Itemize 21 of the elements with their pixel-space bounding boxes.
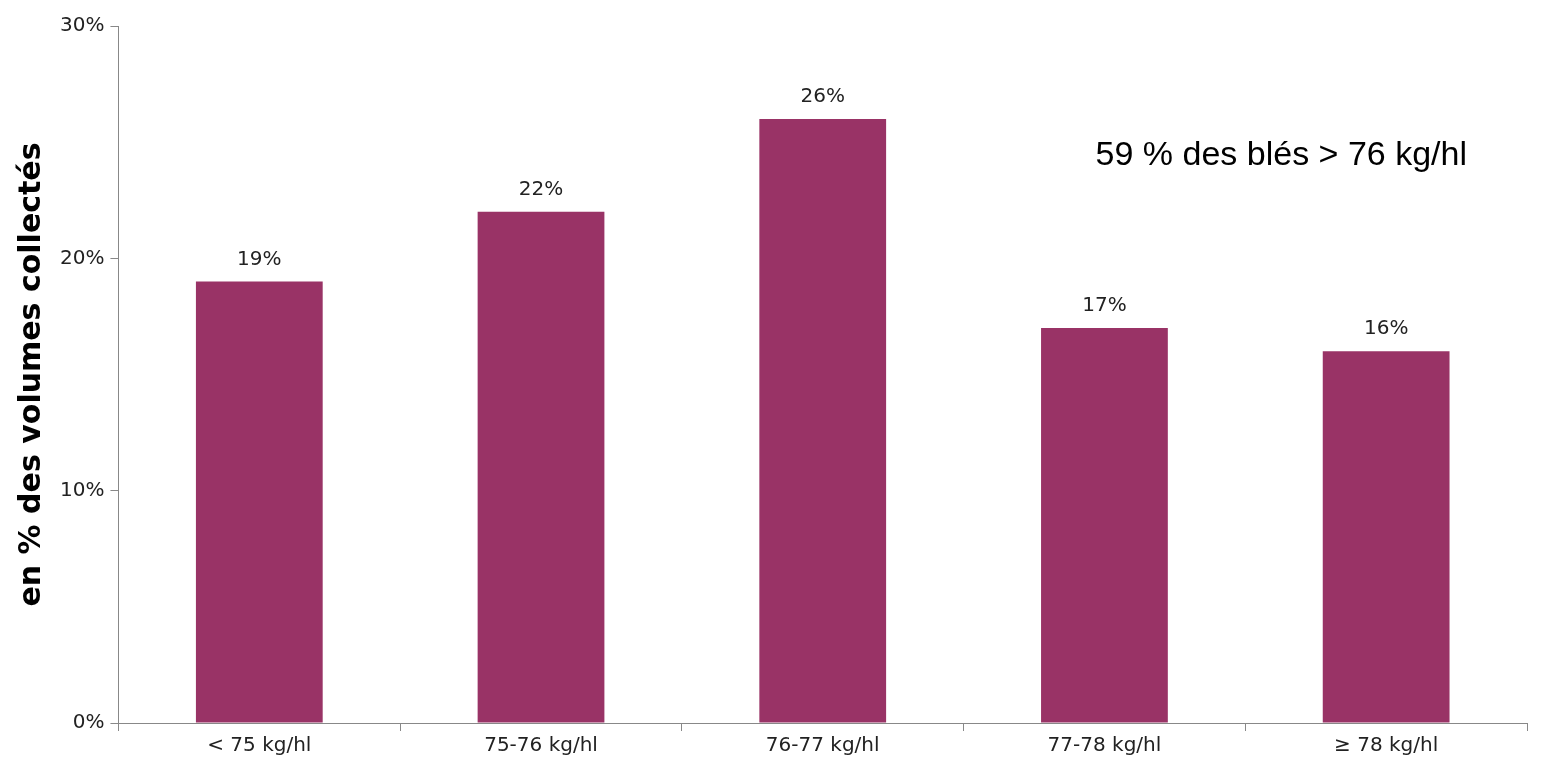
data-label: 19% <box>237 245 282 270</box>
bar <box>1041 328 1168 723</box>
x-tick-label: 76-77 kg/hl <box>765 732 880 757</box>
data-label: 17% <box>1082 292 1127 317</box>
data-label: 26% <box>800 83 845 108</box>
x-tick-label: 75-76 kg/hl <box>484 732 598 757</box>
bar <box>759 118 887 723</box>
x-tick-label: ≥ 78 kg/hl <box>1334 732 1439 757</box>
bar <box>477 211 605 723</box>
y-tick-label: 30% <box>60 12 105 37</box>
data-label: 16% <box>1363 315 1409 340</box>
x-tick-label: 77-78 kg/hl <box>1047 732 1162 757</box>
y-axis-title: en % des volumes collectés <box>11 142 47 607</box>
y-tick-label: 20% <box>60 244 105 269</box>
data-label: 22% <box>518 176 564 201</box>
bar <box>1322 351 1450 723</box>
bar <box>195 281 323 723</box>
annotation: 59 % des blés > 76 kg/hl <box>1095 134 1467 173</box>
x-tick-label: < 75 kg/hl <box>207 732 312 757</box>
y-tick-label: 0% <box>72 709 105 734</box>
y-tick-label: 10% <box>60 476 105 501</box>
